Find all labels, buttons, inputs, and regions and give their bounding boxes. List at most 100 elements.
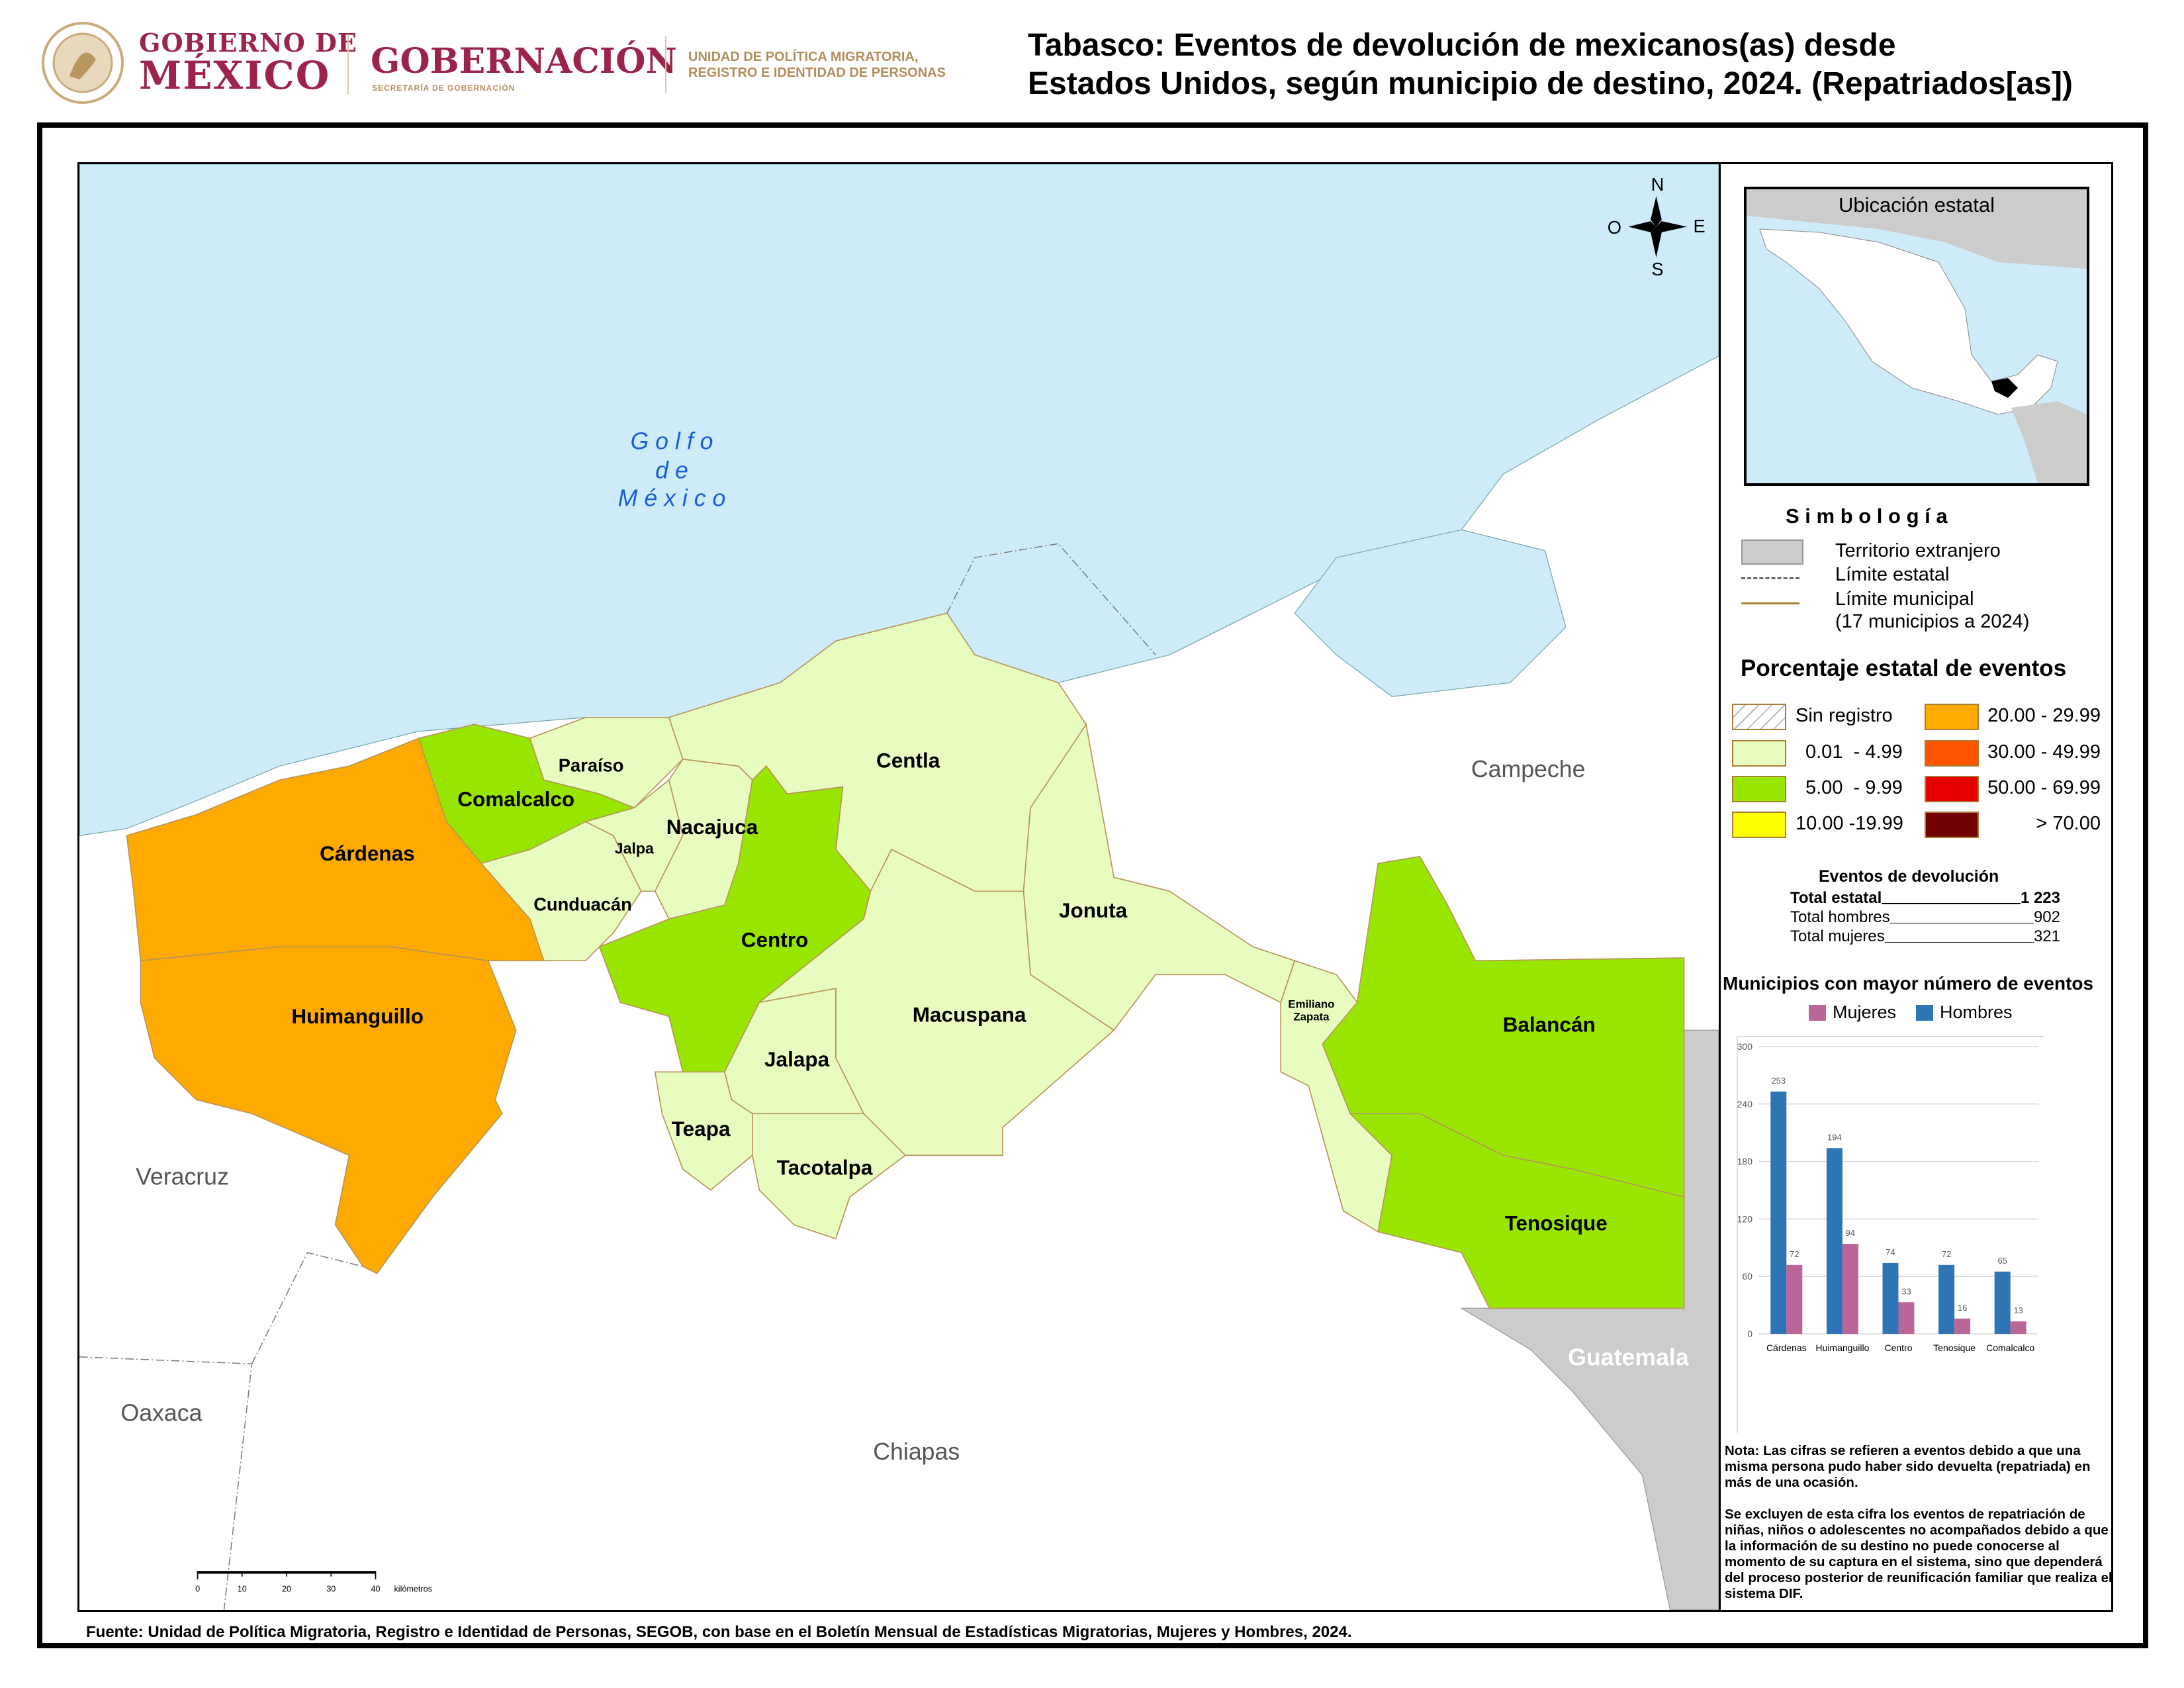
events-men-label: Total hombres	[1790, 908, 1890, 926]
municipio-huimanguillo	[140, 946, 517, 1274]
symbology-title: S i m b o l o g í a	[1786, 504, 1948, 528]
note-paragraph-2: Se excluyen de esta cifra los eventos de…	[1725, 1507, 2113, 1601]
data-label: 72	[1942, 1249, 1951, 1259]
x-tick-label: Tenosique	[1933, 1342, 1976, 1353]
symbology-state-limit: Límite estatal	[1835, 564, 1950, 585]
legend-panel	[1721, 162, 2113, 1612]
class-swatch	[1732, 740, 1786, 767]
label-balancan: Balancán	[1503, 1012, 1596, 1036]
label-tacotalpa: Tacotalpa	[777, 1156, 873, 1180]
scale-tick: 10	[238, 1585, 247, 1594]
data-label: 33	[1901, 1286, 1911, 1296]
bar-mujeres	[1842, 1244, 1858, 1334]
bar-chart: 0 60 120 180 240 300 253 72 Cárdenas 194 94 Huimang…	[1737, 1036, 2044, 1433]
x-tick-label: Centro	[1884, 1342, 1912, 1353]
class-label: 0.01 - 4.99	[1805, 741, 1903, 763]
logo-gobierno-line1: GOBIERNO DE	[139, 28, 357, 58]
locator-mexico-map	[1747, 189, 2087, 483]
y-tick-label: 180	[1737, 1156, 1753, 1167]
map-panel: G o l f o d e M é x i c o Campeche Verac…	[77, 162, 1721, 1612]
sea-label-1: G o l f o	[630, 428, 713, 455]
x-tick-label: Huimanguillo	[1815, 1342, 1869, 1353]
events-title: Eventos de devolución	[1819, 867, 1999, 886]
compass-s: S	[1651, 259, 1663, 279]
laguna-de-terminos	[1294, 529, 1567, 697]
x-tick-label: Comalcalco	[1986, 1342, 2034, 1353]
logo-unidad: UNIDAD DE POLÍTICA MIGRATORIA, REGISTRO …	[688, 49, 946, 81]
data-label: 72	[1790, 1249, 1799, 1259]
events-total-value: 1 223	[2020, 889, 2060, 907]
logo-gobierno-line2: MÉXICO	[139, 53, 331, 98]
neighbor-campeche: Campeche	[1471, 756, 1586, 782]
class-label: > 70.00	[2036, 813, 2101, 834]
events-women-value: 321	[2033, 927, 2060, 945]
label-zapata: Zapata	[1293, 1011, 1330, 1023]
neighbor-guatemala: Guatemala	[1568, 1344, 1690, 1370]
municipio-paraiso	[529, 716, 684, 809]
class-swatch	[1925, 812, 1979, 838]
sea-label-2: d e	[655, 457, 688, 484]
label-comalcalco: Comalcalco	[457, 787, 574, 811]
legend-label-mujeres: Mujeres	[1833, 1002, 1897, 1022]
y-tick-label: 240	[1737, 1099, 1753, 1109]
chart-legend: Mujeres Hombres	[1809, 1002, 2013, 1023]
label-nacajuca: Nacajuca	[666, 815, 758, 839]
scale-tick: 0	[195, 1585, 200, 1594]
class-label: 50.00 - 69.99	[1987, 777, 2101, 798]
bar-mujeres	[2010, 1321, 2026, 1334]
data-label: 16	[1958, 1303, 1967, 1313]
note-paragraph-1: Nota: Las cifras se refieren a eventos d…	[1725, 1443, 2091, 1490]
municipio-cunduacan	[480, 821, 642, 962]
scale-tick: 30	[326, 1585, 336, 1594]
events-total-row: Total estatal 1 223	[1790, 889, 2060, 908]
municipal-limit-line	[1741, 602, 1799, 604]
scale-bar: 0 10 20 30 40 kilómetros	[195, 1571, 432, 1594]
legend-swatch-mujeres	[1809, 1004, 1826, 1021]
label-centro: Centro	[741, 927, 809, 951]
label-macuspana: Macuspana	[913, 1003, 1026, 1027]
title-line1: Tabasco: Eventos de devolución de mexica…	[1028, 28, 1896, 63]
class-label: 20.00 - 29.99	[1987, 705, 2101, 726]
events-total-label: Total estatal	[1790, 889, 1882, 907]
logo-secretaria: SECRETARÍA DE GOBERNACIÓN	[372, 83, 516, 93]
bar-mujeres	[1954, 1318, 1971, 1334]
logo-unidad-line2: REGISTRO E IDENTIDAD DE PERSONAS	[688, 66, 946, 80]
compass-o: O	[1608, 217, 1621, 238]
compass-e: E	[1693, 216, 1705, 236]
municipio-tenosique	[1349, 1113, 1685, 1309]
label-paraiso: Paraíso	[559, 755, 624, 776]
class-swatch	[1732, 812, 1786, 838]
class-label: 10.00 -19.99	[1796, 813, 1903, 834]
symbology-foreign: Territorio extranjero	[1835, 540, 2001, 561]
symbology-municipal-limit: Límite municipal	[1835, 588, 1974, 610]
sea-label-3: M é x i c o	[618, 485, 726, 512]
y-tick-label: 300	[1737, 1041, 1753, 1052]
label-jalapa: Jalapa	[764, 1047, 830, 1071]
title-line2: Estados Unidos, según municipio de desti…	[1028, 66, 2073, 101]
data-label: 194	[1827, 1132, 1842, 1142]
label-tenosique: Tenosique	[1505, 1211, 1608, 1235]
chart-title: Municipios con mayor número de eventos	[1723, 973, 2094, 994]
label-cunduacan: Cunduacán	[533, 894, 632, 915]
class-swatch	[1925, 704, 1979, 730]
logo-divider	[347, 34, 349, 94]
legend-label-hombres: Hombres	[1940, 1002, 2013, 1022]
class-label: Sin registro	[1796, 705, 1893, 726]
neighbor-oaxaca: Oaxaca	[120, 1399, 202, 1426]
compass-n: N	[1651, 174, 1664, 195]
bar-hombres	[1826, 1148, 1843, 1334]
data-label: 94	[1846, 1228, 1855, 1238]
data-label: 74	[1886, 1247, 1895, 1257]
label-cardenas: Cárdenas	[320, 841, 415, 865]
scale-unit: kilómetros	[394, 1585, 432, 1594]
events-men-value: 902	[2033, 908, 2060, 926]
class-swatch	[1925, 740, 1979, 767]
foreign-territory-swatch	[1741, 539, 1803, 565]
class-swatch	[1925, 776, 1979, 802]
neighbor-chiapas: Chiapas	[873, 1438, 960, 1465]
source-text: Fuente: Unidad de Política Migratoria, R…	[86, 1623, 1352, 1641]
class-swatch	[1732, 776, 1786, 802]
label-jonuta: Jonuta	[1059, 898, 1128, 922]
note: Nota: Las cifras se refieren a eventos d…	[1725, 1443, 2115, 1618]
x-tick-label: Cárdenas	[1766, 1342, 1807, 1353]
